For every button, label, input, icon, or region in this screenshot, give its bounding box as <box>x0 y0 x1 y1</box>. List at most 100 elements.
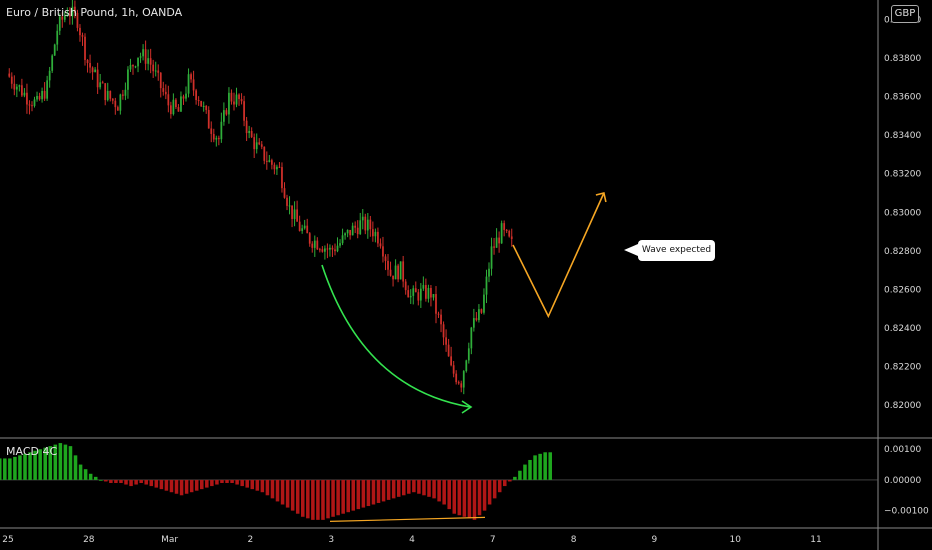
candle-body <box>505 229 508 231</box>
chart-title: Euro / British Pound, 1h, OANDA <box>6 6 183 19</box>
candle-body <box>255 142 258 150</box>
macd-bar <box>477 479 482 516</box>
macd-bar <box>306 479 310 519</box>
time-tick-label: Mar <box>161 535 178 545</box>
price-tick-label: 0.83600 <box>884 93 921 103</box>
macd-bar <box>109 479 113 483</box>
macd-bar <box>194 479 199 491</box>
macd-bar <box>356 479 361 510</box>
candle-body <box>76 12 79 28</box>
candle-body <box>96 69 99 88</box>
macd-bar <box>351 479 356 511</box>
candle-body <box>412 288 415 296</box>
macd-bar <box>371 479 376 505</box>
macd-tick-label: 0.00100 <box>884 445 921 455</box>
candle-body <box>13 83 16 90</box>
time-tick-label: 25 <box>2 535 13 545</box>
candle-body <box>382 246 384 257</box>
candle-body <box>152 64 155 72</box>
candle-body <box>377 231 379 244</box>
macd-bar <box>543 452 547 480</box>
candle-body <box>205 105 208 110</box>
trend-curve-arrowhead <box>461 400 473 414</box>
candle-body <box>341 235 344 244</box>
macd-bar <box>437 479 441 502</box>
currency-badge[interactable]: GBP <box>891 5 919 23</box>
candle-body <box>127 69 129 90</box>
macd-bar <box>487 479 492 505</box>
candle-body <box>359 220 362 235</box>
candle-body <box>51 55 54 71</box>
candle-body <box>79 27 81 36</box>
candle-body <box>223 110 225 122</box>
candle-body <box>114 100 117 108</box>
candle-body <box>240 99 243 102</box>
macd-bar <box>48 446 53 480</box>
macd-bar <box>316 479 320 520</box>
candle-body <box>268 160 271 162</box>
macd-bar <box>326 479 330 519</box>
candle-body <box>56 30 59 45</box>
candle-body <box>445 337 447 345</box>
candle-body <box>190 74 192 80</box>
candle-body <box>91 67 94 73</box>
macd-bar <box>215 479 219 485</box>
candle-body <box>369 219 372 230</box>
macd-bar <box>402 479 406 496</box>
macd-bar <box>3 458 7 480</box>
candle-body <box>106 90 109 101</box>
macd-bar <box>28 452 32 480</box>
macd-bar <box>184 479 189 494</box>
candle-body <box>250 130 253 138</box>
macd-bar <box>533 455 537 480</box>
macd-bar <box>462 479 467 517</box>
candle-body <box>379 243 382 247</box>
macd-bar <box>250 479 255 490</box>
macd-bar <box>386 479 391 500</box>
macd-bar <box>528 459 532 480</box>
candle-body <box>258 142 261 145</box>
macd-tick-label: 0.00000 <box>884 476 921 486</box>
price-tick-label: 0.82600 <box>884 285 921 295</box>
price-tick-label: 0.82400 <box>884 324 921 334</box>
macd-bar <box>73 455 78 480</box>
macd-bar <box>270 479 275 499</box>
time-tick-label: 9 <box>652 535 658 545</box>
candle-body <box>8 73 11 77</box>
candle-body <box>490 246 493 269</box>
candle-body <box>286 197 288 206</box>
candle-body <box>167 94 170 106</box>
candle-body <box>228 92 230 115</box>
candle-body <box>432 294 435 298</box>
candle-body <box>119 94 122 111</box>
callout-pointer <box>624 244 638 256</box>
candle-body <box>425 285 427 299</box>
macd-bar <box>119 479 123 483</box>
macd-bar <box>361 479 366 508</box>
macd-bar <box>114 479 118 483</box>
candle-body <box>452 365 455 374</box>
macd-bar <box>200 479 204 490</box>
candle-body <box>301 228 304 231</box>
candle-body <box>329 247 331 250</box>
candle-body <box>324 248 326 252</box>
candle-body <box>470 327 473 349</box>
macd-bar <box>523 464 527 480</box>
candle-body <box>84 36 86 60</box>
macd-bar <box>220 479 224 483</box>
macd-bar <box>472 479 477 520</box>
candle-body <box>387 260 389 270</box>
macd-bar <box>104 479 108 482</box>
candle-body <box>220 121 223 140</box>
candle-body <box>235 94 238 105</box>
time-tick-label: 10 <box>729 535 741 545</box>
candle-body <box>185 93 187 99</box>
candle-body <box>478 309 480 321</box>
candle-body <box>129 64 132 70</box>
macd-bar <box>154 479 159 488</box>
macd-bar <box>548 452 552 480</box>
candle-body <box>374 231 377 237</box>
candle-body <box>417 292 420 301</box>
macd-bar <box>230 479 234 483</box>
